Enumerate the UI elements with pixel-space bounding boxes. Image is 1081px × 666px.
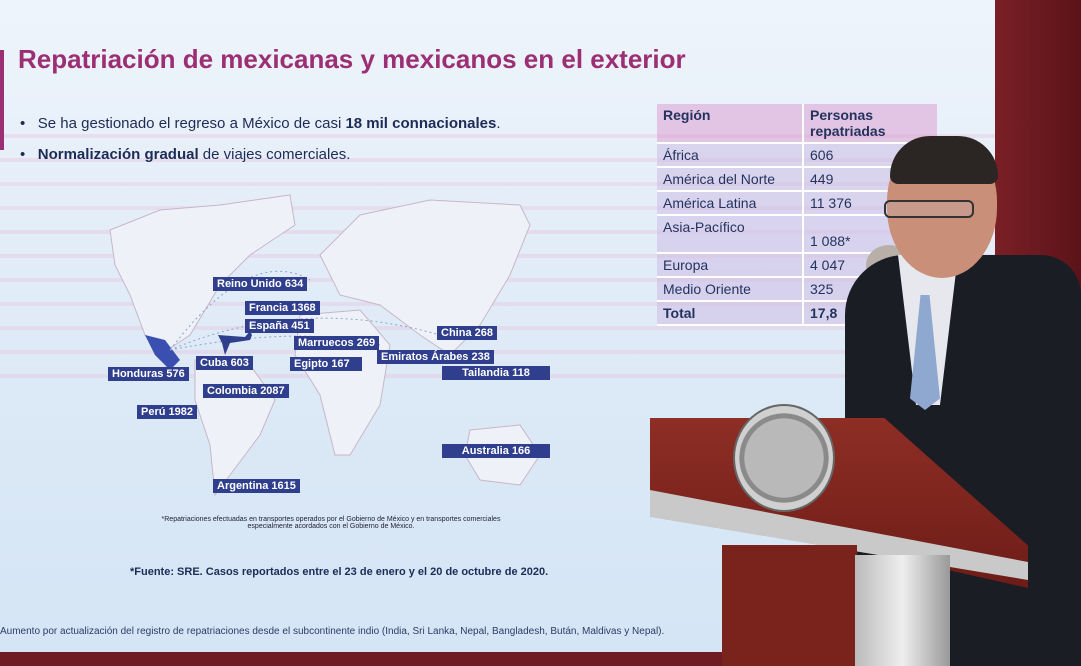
table-header: Región Personas repatriadas [657,104,937,144]
map-label-espana: España 451 [245,319,314,333]
mexico [145,335,180,370]
south-america [194,359,276,497]
podium-base [722,545,857,666]
map-label-marruecos: Marruecos 269 [294,336,380,350]
map-label-reino-unido: Reino Unido 634 [213,277,308,291]
title-accent-bar [0,50,4,150]
national-seal-emblem [733,404,835,512]
flight-route [169,270,311,351]
projection-screen: Repatriación de mexicanas y mexicanos en… [0,0,995,652]
slide-title: Repatriación de mexicanas y mexicanos en… [18,44,686,74]
flight-route [169,317,441,351]
podium-metal-column [855,555,950,666]
transport-footnote: *Repatriaciones efectuadas en transporte… [161,516,501,530]
map-label-australia: Australia 166 [442,444,550,458]
map-label-egipto: Egipto 167 [290,357,362,371]
bullet-1: • Se ha gestionado el regreso a México d… [20,115,501,132]
map-label-emiratos: Emiratos Árabes 238 [377,350,494,364]
glasses [884,200,974,218]
map-label-cuba: Cuba 603 [196,356,253,370]
bullet-2: • Normalización gradual de viajes comerc… [20,146,351,163]
map-label-francia: Francia 1368 [245,301,320,315]
speaker-hair [890,136,998,184]
source-note: *Fuente: SRE. Casos reportados entre el … [130,566,549,578]
map-label-argentina: Argentina 1615 [213,479,300,493]
map-label-honduras: Honduras 576 [108,367,189,381]
map-label-colombia: Colombia 2087 [203,384,289,398]
europe-asia [319,199,531,356]
asia-footnote: Aumento por actualización del registro d… [0,626,665,637]
map-label-tailandia: Tailandia 118 [442,366,550,380]
airplane-icon [218,331,252,355]
map-label-peru: Perú 1982 [137,405,198,419]
map-label-china: China 268 [437,326,497,340]
